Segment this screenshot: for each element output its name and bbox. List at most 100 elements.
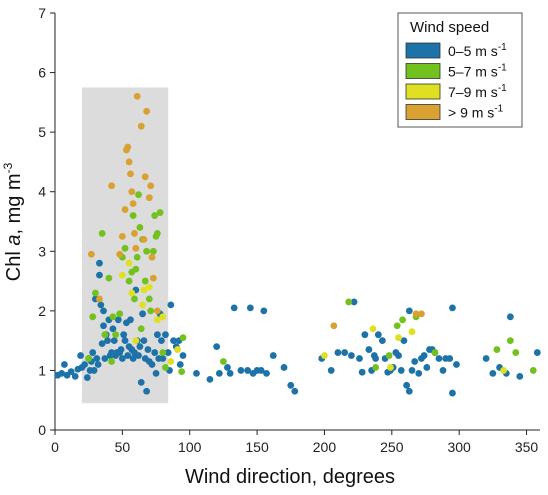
data-point [493, 346, 501, 353]
data-point [220, 358, 227, 365]
data-point [143, 387, 151, 395]
data-point [449, 389, 456, 397]
data-point [405, 387, 413, 395]
series-2 [118, 259, 508, 374]
legend: Wind speed 0–5 m s-1 5–7 m s-1 7–9 m s-1 > … [397, 12, 523, 128]
data-point [132, 337, 140, 345]
data-point [164, 349, 172, 356]
data-point [435, 355, 443, 362]
data-point [112, 331, 120, 339]
legend-label: 5–7 m s-1 [448, 63, 507, 80]
data-point [139, 301, 146, 309]
data-point [179, 334, 187, 342]
data-point [215, 370, 223, 377]
data-point [139, 310, 146, 318]
data-point [96, 295, 103, 303]
data-point [143, 247, 151, 255]
data-point [128, 188, 136, 196]
data-point [412, 310, 420, 318]
data-point [127, 316, 134, 324]
data-point [327, 367, 335, 374]
data-point [81, 361, 89, 368]
data-point [291, 387, 299, 395]
data-point [61, 361, 68, 368]
legend-label: 7–9 m s-1 [448, 83, 507, 100]
data-point [176, 361, 184, 368]
data-point [152, 370, 160, 377]
data-point [482, 355, 490, 362]
y-tick-label: 7 [38, 5, 46, 21]
data-point [94, 361, 102, 368]
data-point [132, 265, 140, 273]
data-point [145, 194, 153, 202]
data-point [135, 191, 142, 199]
data-point [101, 355, 109, 362]
data-point [393, 322, 401, 330]
data-point [287, 381, 295, 389]
legend-swatch [405, 63, 441, 79]
series-1 [85, 191, 537, 376]
data-point [399, 316, 406, 324]
data-point [125, 277, 133, 285]
legend-label: > 9 m s-1 [448, 104, 504, 121]
data-point [213, 343, 221, 350]
x-tick-label: 0 [51, 439, 59, 455]
legend-swatch [405, 83, 441, 100]
data-point [257, 367, 265, 374]
data-point [244, 367, 252, 374]
axes: 0 1 2 3 4 5 6 7 0 50 100 150 200 250 300 350 [38, 5, 540, 455]
legend-swatch [405, 104, 441, 120]
y-axis-title-main: Chl [3, 246, 25, 282]
data-point [96, 271, 103, 279]
data-point [153, 331, 161, 339]
data-point [140, 337, 148, 345]
data-point [347, 352, 355, 359]
data-point [143, 107, 151, 115]
data-point [116, 250, 124, 258]
legend-label: 0–5 m s-1 [448, 42, 507, 59]
data-point [387, 364, 394, 371]
y-axis-title-italic: a [3, 235, 25, 246]
data-point [135, 352, 142, 359]
data-point [350, 298, 358, 306]
data-point [125, 158, 133, 166]
data-point [137, 378, 145, 386]
data-point [405, 307, 413, 315]
data-point [372, 364, 380, 371]
data-point [237, 367, 245, 374]
data-point [372, 355, 380, 362]
x-tick-label: 250 [380, 439, 404, 455]
data-point [179, 352, 187, 359]
data-point [230, 304, 238, 312]
data-point [108, 182, 115, 190]
x-tick-label: 150 [245, 439, 269, 455]
y-axis-title-sup: -3 [1, 162, 15, 173]
data-point [89, 349, 97, 356]
data-point [118, 355, 126, 362]
data-point [162, 364, 169, 371]
data-point [117, 346, 125, 353]
data-point [193, 370, 200, 377]
data-point [162, 331, 169, 339]
y-tick-label: 4 [38, 184, 46, 200]
data-point [395, 352, 402, 359]
data-point [431, 349, 439, 356]
data-point [321, 352, 328, 359]
data-point [109, 313, 117, 321]
data-point [446, 355, 454, 362]
data-point [145, 283, 153, 291]
data-point [512, 349, 520, 356]
data-point [124, 352, 132, 359]
data-point [108, 358, 115, 365]
x-tick-label: 350 [515, 439, 539, 455]
y-axis-title-unit: , mg m [3, 173, 25, 234]
data-point [93, 355, 101, 362]
data-point [127, 170, 134, 178]
data-point [129, 212, 137, 219]
data-point [133, 93, 141, 100]
data-point [356, 355, 363, 362]
data-point [151, 212, 159, 219]
data-point [104, 337, 111, 345]
data-point [159, 349, 167, 356]
data-point [129, 200, 137, 208]
